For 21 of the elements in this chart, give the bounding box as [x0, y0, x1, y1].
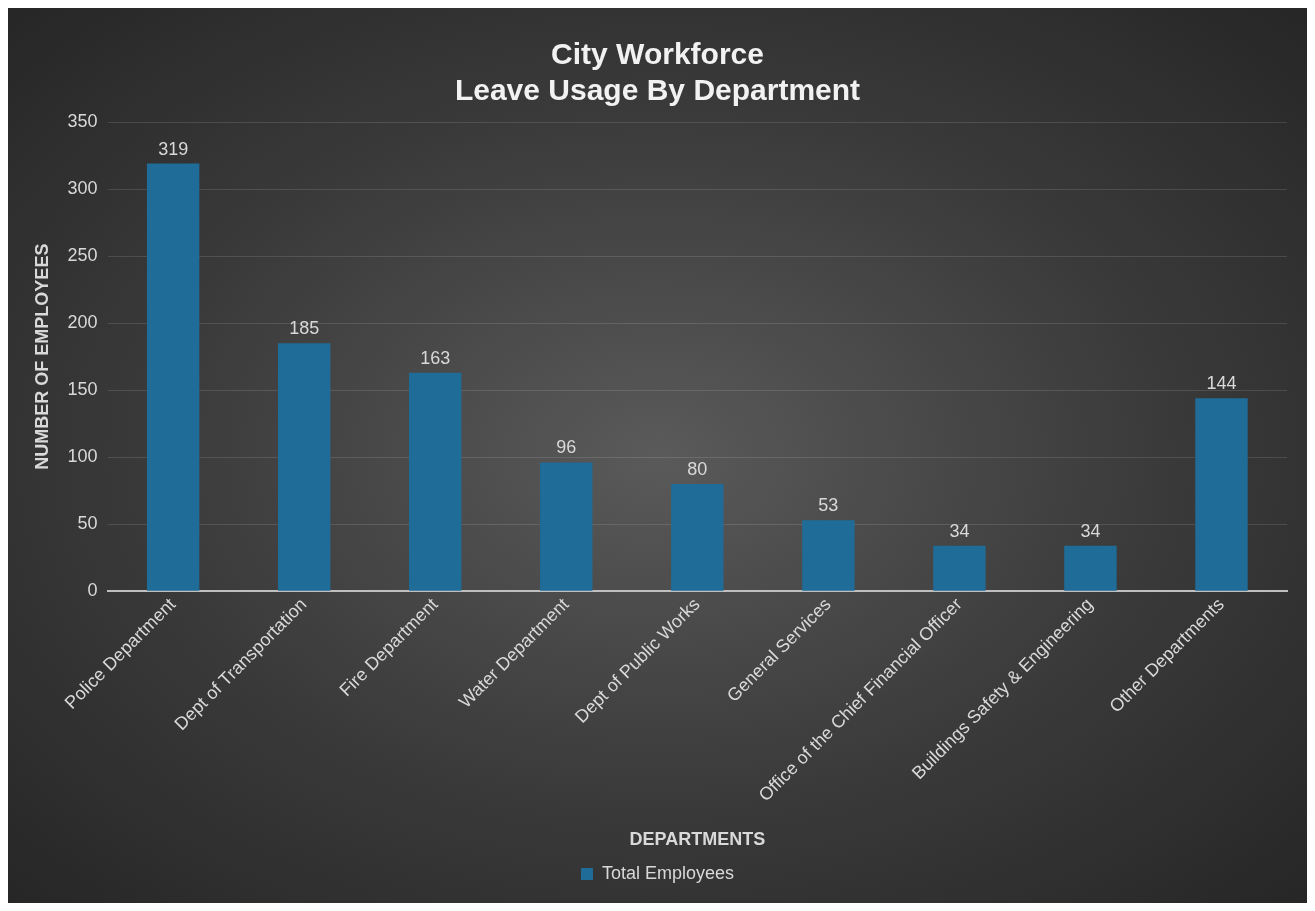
data-label: 53: [818, 495, 839, 516]
y-tick-label: 150: [67, 379, 98, 400]
y-tick-label: 50: [77, 513, 98, 534]
y-tick-label: 300: [67, 178, 98, 198]
legend-label: Total Employees: [601, 862, 735, 883]
y-tick-label: 250: [67, 245, 98, 266]
data-label: 185: [289, 318, 320, 339]
y-axis-title: NUMBER OF EMPLOYEES: [31, 243, 52, 470]
y-tick-label: 100: [67, 446, 98, 467]
data-label: 144: [1206, 373, 1237, 394]
data-label: 34: [949, 520, 970, 541]
y-tick-label: 350: [67, 110, 98, 131]
y-tick-label: 0: [87, 580, 98, 601]
data-label: 34: [1080, 520, 1101, 541]
data-label: 96: [556, 437, 577, 458]
chart-title: City Workforce Leave Usage By Department: [454, 37, 861, 107]
x-axis-title: DEPARTMENTS: [629, 829, 766, 850]
data-label: 80: [687, 458, 708, 479]
data-label: 319: [158, 138, 189, 159]
data-label: 163: [420, 347, 451, 368]
y-tick-label: 200: [67, 312, 98, 333]
